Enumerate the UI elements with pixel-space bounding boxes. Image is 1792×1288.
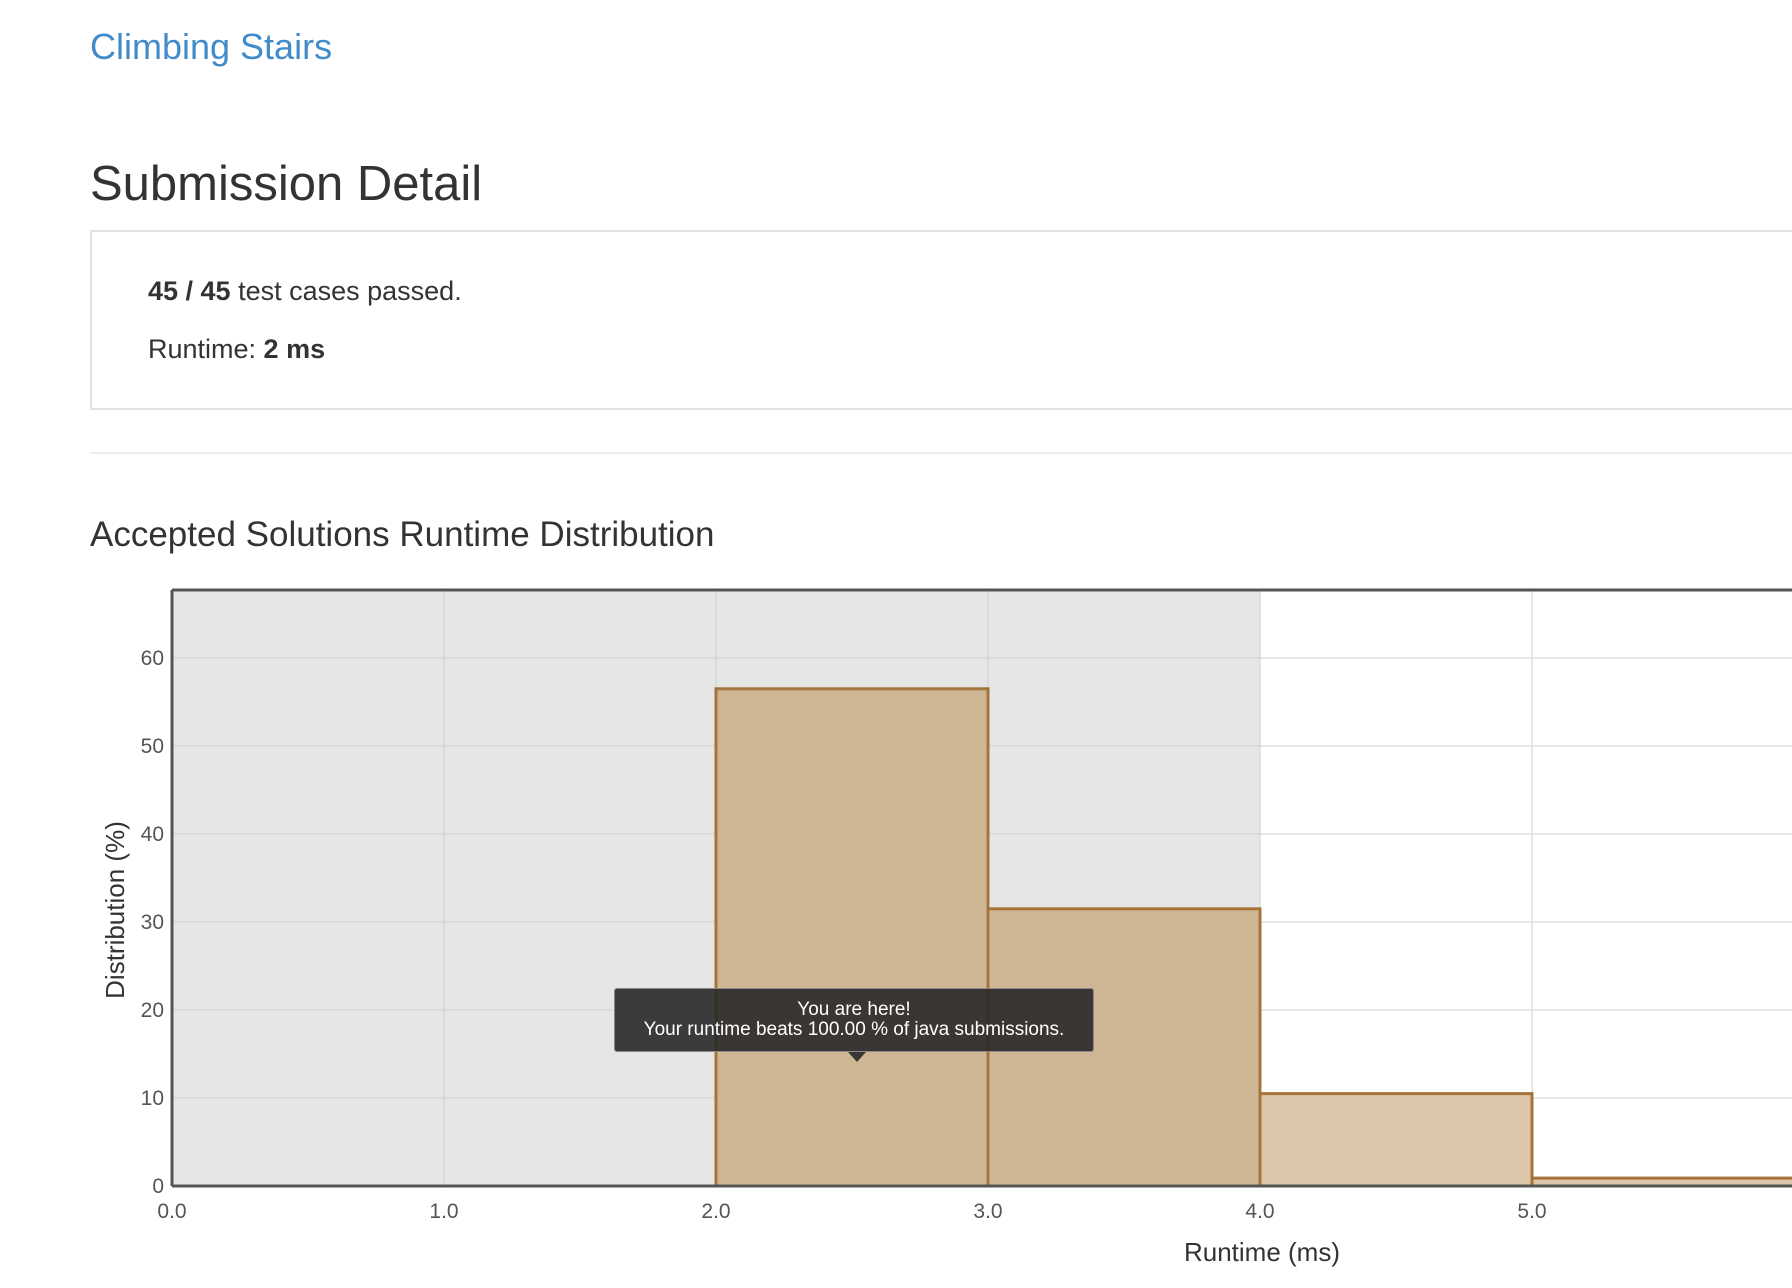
x-axis-title: Runtime (ms) xyxy=(1184,1237,1340,1267)
distribution-title: Accepted Solutions Runtime Distribution xyxy=(90,515,715,554)
y-tick-label: 0 xyxy=(152,1175,164,1198)
tooltip-line-1: You are here! xyxy=(797,999,911,1020)
runtime-label: Runtime: xyxy=(148,334,264,364)
y-tick-label: 50 xyxy=(141,735,164,758)
y-tick-label: 30 xyxy=(141,911,164,934)
section-divider xyxy=(90,452,1792,454)
test-cases-count: 45 / 45 xyxy=(148,276,231,306)
x-tick-label: 5.0 xyxy=(1517,1200,1546,1223)
x-tick-label: 1.0 xyxy=(429,1200,458,1223)
histogram-bar xyxy=(1258,1092,1534,1188)
y-axis-title: Distribution (%) xyxy=(100,821,130,999)
y-tick-label: 60 xyxy=(141,647,164,670)
runtime-value: 2 ms xyxy=(263,334,326,364)
y-tick-label: 10 xyxy=(141,1087,164,1110)
x-tick-label: 4.0 xyxy=(1245,1200,1274,1223)
histogram-bar xyxy=(714,687,990,1188)
page-title: Submission Detail xyxy=(90,157,483,211)
runtime-distribution-chart: 0 10 20 30 40 50 60 0.0 1.0 2.0 3.0 4.0 5.0 Runtime (… xyxy=(100,588,1792,1267)
runtime-tooltip: You are here! Your runtime beats 100.00 … xyxy=(614,988,1094,1052)
y-tick-label: 40 xyxy=(141,823,164,846)
tooltip-arrow xyxy=(848,1052,866,1062)
y-tick-label: 20 xyxy=(141,999,164,1022)
tooltip-line-2: Your runtime beats 100.00 % of java subm… xyxy=(643,1019,1065,1040)
test-cases-text: test cases passed. xyxy=(230,276,462,306)
result-panel: 45 / 45 test cases passed. Runtime: 2 ms xyxy=(90,230,1792,410)
chart-layer: 0 10 20 30 40 50 60 0.0 1.0 2.0 3.0 4.0 5.0 Runtime (… xyxy=(100,588,1792,1267)
x-tick-label: 2.0 xyxy=(701,1200,730,1223)
test-cases-status: 45 / 45 test cases passed. xyxy=(148,276,462,307)
x-tick-label: 0.0 xyxy=(157,1200,186,1223)
x-tick-label: 3.0 xyxy=(973,1200,1002,1223)
runtime-status: Runtime: 2 ms xyxy=(148,334,325,365)
problem-title-link[interactable]: Climbing Stairs xyxy=(90,26,333,67)
